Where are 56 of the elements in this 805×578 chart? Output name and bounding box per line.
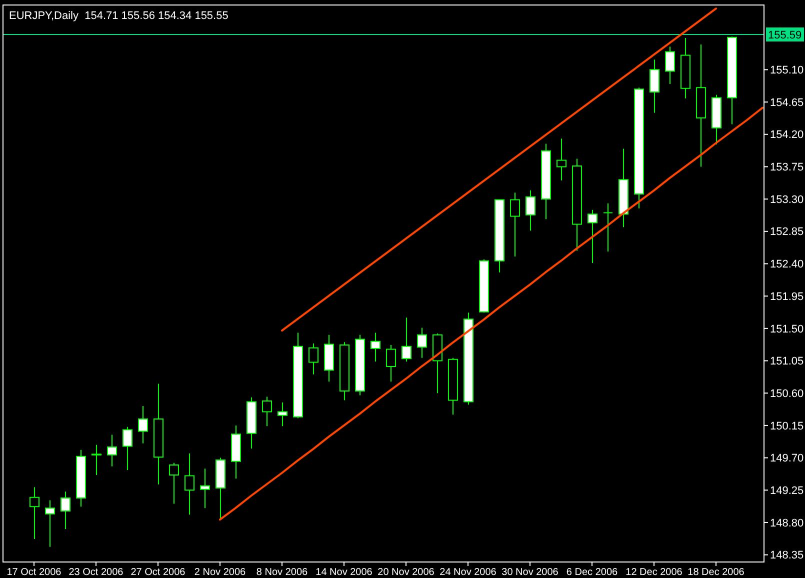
candlestick	[588, 209, 598, 264]
x-tick-label: 8 Nov 2006	[256, 567, 308, 578]
candlestick	[122, 426, 132, 471]
y-tick-label: 150.15	[770, 420, 804, 432]
chart-title: EURJPY,Daily 154.71 155.56 154.34 155.55	[9, 10, 228, 22]
candlestick	[308, 343, 318, 375]
candlestick	[138, 406, 148, 444]
candlestick	[184, 452, 194, 516]
y-tick-label: 151.50	[770, 323, 804, 336]
candlestick	[526, 190, 536, 232]
y-tick-label: 151.05	[770, 356, 804, 368]
candlestick	[510, 192, 520, 258]
candlestick	[169, 462, 179, 504]
x-tick-label: 20 Nov 2006	[378, 567, 435, 578]
candlestick	[370, 332, 380, 362]
candlestick	[92, 444, 102, 476]
candlestick	[603, 202, 613, 252]
y-tick-label: 152.40	[770, 258, 804, 271]
y-tick-label: 150.60	[770, 388, 804, 400]
x-tick-label: 24 Nov 2006	[440, 567, 497, 578]
candlestick	[402, 317, 412, 362]
candlestick	[278, 402, 288, 427]
y-tick-label: 148.80	[770, 517, 804, 530]
y-tick-label: 155.10	[770, 64, 804, 77]
candlestick	[556, 138, 566, 181]
ref-line-label: 155.59	[768, 29, 802, 42]
x-tick-label: 27 Oct 2006	[130, 567, 186, 578]
candlestick	[45, 500, 55, 548]
x-tick-label: 23 Oct 2006	[68, 567, 124, 578]
y-tick-label: 154.20	[770, 129, 804, 142]
candlestick	[650, 59, 660, 114]
y-tick-label: 148.35	[770, 550, 804, 562]
candlestick	[665, 46, 675, 85]
y-tick-label: 149.70	[770, 452, 804, 465]
candlestick	[262, 396, 272, 427]
y-tick-label: 154.65	[770, 96, 804, 109]
y-tick-label: 153.30	[770, 194, 804, 206]
candlestick	[417, 327, 427, 358]
candlestick	[386, 344, 396, 382]
y-tick-label: 153.75	[770, 162, 804, 174]
line-series	[281, 8, 717, 332]
y-tick-label: 152.85	[770, 226, 804, 238]
y-tick-label: 151.95	[770, 290, 804, 303]
candlestick	[60, 491, 70, 530]
candlestick	[107, 434, 117, 467]
x-tick-label: 17 Oct 2006	[6, 567, 62, 578]
x-tick-label: 2 Nov 2006	[194, 567, 246, 578]
line-series	[219, 106, 764, 521]
y-tick-label: 149.25	[770, 484, 804, 497]
x-tick-label: 18 Dec 2006	[688, 567, 745, 578]
candlestick	[30, 486, 40, 540]
x-tick-label: 12 Dec 2006	[626, 567, 683, 578]
x-tick-label: 14 Nov 2006	[316, 567, 373, 578]
candlestick	[200, 468, 210, 509]
x-tick-label: 30 Nov 2006	[502, 567, 559, 578]
x-tick-label: 6 Dec 2006	[566, 567, 618, 578]
